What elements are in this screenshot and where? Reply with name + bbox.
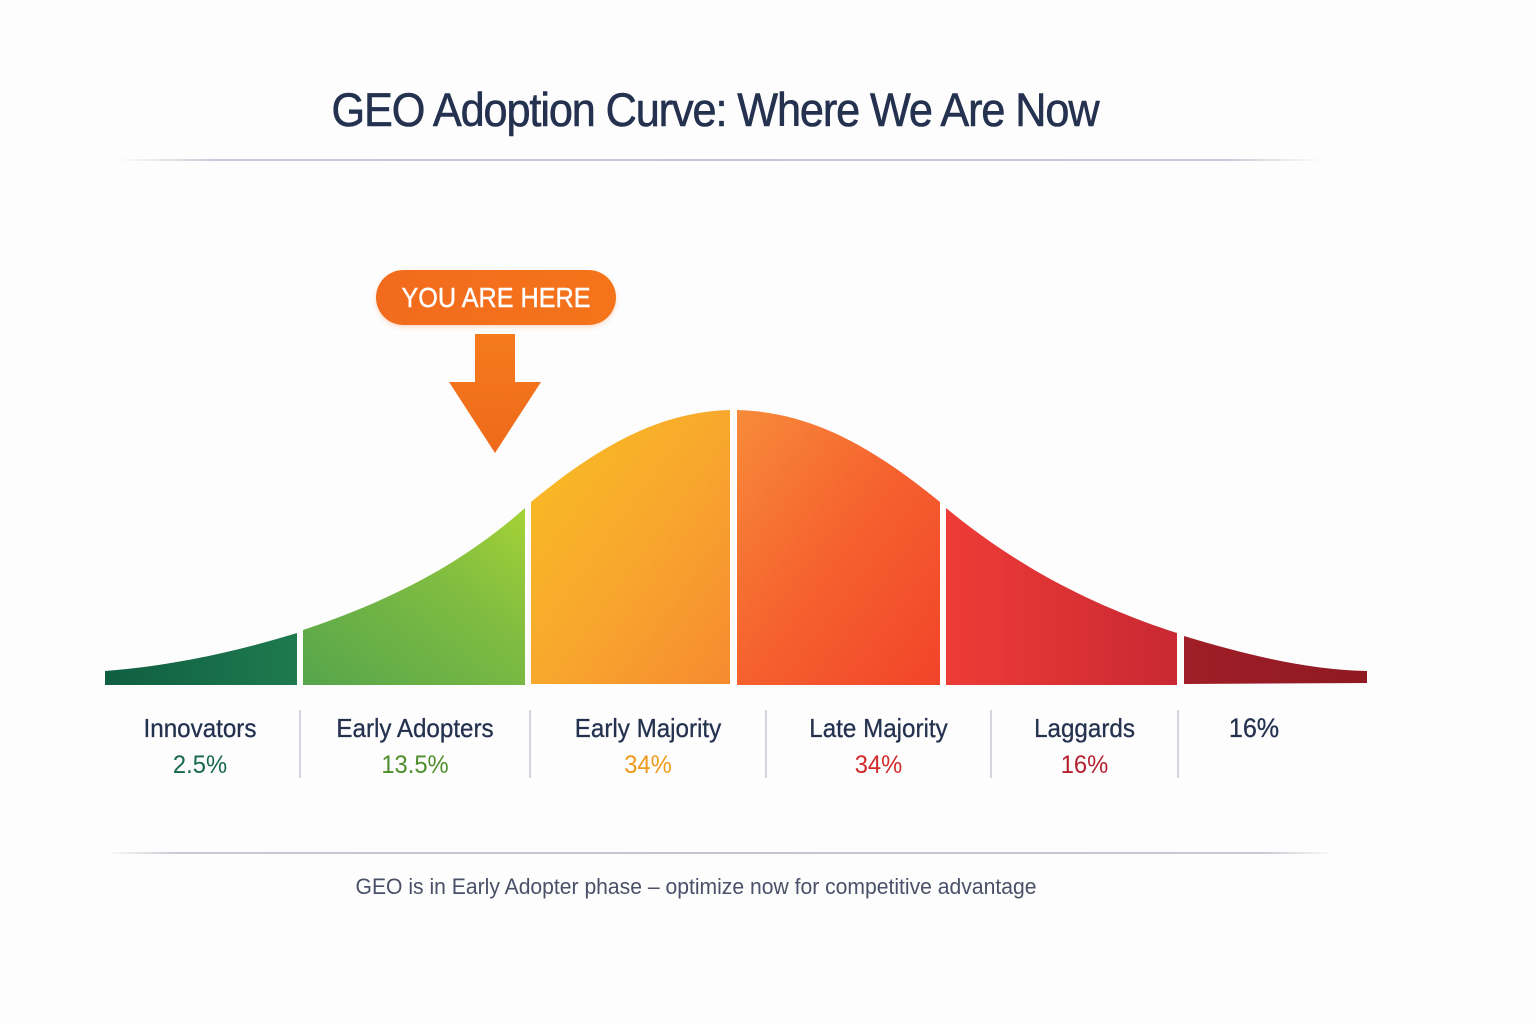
- label-early-adopters: Early Adopters 13.5%: [300, 710, 530, 784]
- label-laggards: Laggards 16%: [991, 710, 1178, 784]
- you-are-here-badge: YOU ARE HERE: [376, 270, 616, 325]
- label-late-majority: Late Majority 34%: [766, 710, 991, 784]
- segment-late-majority: [737, 410, 940, 685]
- segment-early-adopters: [303, 508, 525, 685]
- segment-percent: 16%: [1060, 751, 1109, 779]
- footer-caption: GEO is in Early Adopter phase – optimize…: [355, 874, 1037, 899]
- arrow-down-icon: [449, 334, 541, 453]
- segment-name: Early Majority: [574, 713, 722, 743]
- label-divider: [299, 710, 301, 778]
- segment-early-majority: [531, 410, 730, 684]
- segment-percent: 34%: [624, 751, 672, 779]
- label-innovators: Innovators 2.5%: [100, 710, 300, 784]
- segment-name: Laggards: [1034, 713, 1135, 743]
- segment-percent: 13.5%: [381, 751, 449, 779]
- segment-name: Early Adopters: [336, 713, 494, 743]
- segment-percent: 2.5%: [172, 751, 228, 779]
- segment-laggards: [946, 508, 1177, 685]
- label-divider: [765, 710, 767, 778]
- label-divider: [529, 710, 531, 778]
- you-are-here-label: YOU ARE HERE: [401, 282, 591, 313]
- segment-name: Late Majority: [809, 713, 948, 743]
- label-early-majority: Early Majority 34%: [530, 710, 766, 784]
- segment-percent: 16%: [1228, 713, 1280, 743]
- segment-name: Innovators: [143, 713, 257, 743]
- label-divider: [1177, 710, 1179, 778]
- label-divider: [990, 710, 992, 778]
- label-tail: 16%: [1178, 710, 1330, 746]
- footer-divider: [105, 852, 1335, 854]
- segment-innovators: [105, 633, 297, 685]
- title-divider: [118, 159, 1323, 161]
- segment-tail: [1184, 636, 1367, 684]
- page-title: GEO Adoption Curve: Where We Are Now: [331, 83, 1100, 137]
- segment-percent: 34%: [854, 751, 903, 779]
